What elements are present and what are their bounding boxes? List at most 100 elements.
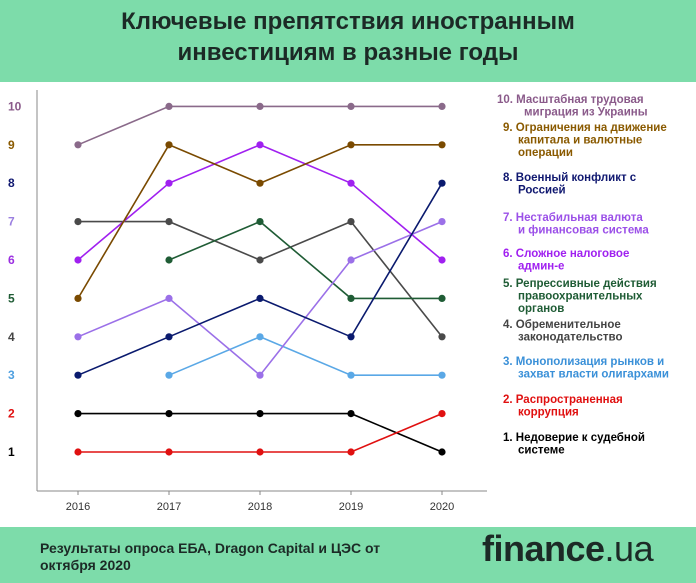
series-line-6 (77, 143, 443, 261)
data-point (438, 218, 446, 226)
legend-text: 9. Ограничения на движение (503, 122, 667, 134)
series-line-8 (77, 182, 443, 376)
data-point (347, 448, 355, 456)
data-point (74, 256, 82, 264)
data-point (347, 294, 355, 302)
data-point (256, 410, 264, 418)
legend-text: 5. Репрессивные действия (503, 278, 657, 290)
series-line-10 (77, 105, 442, 146)
series-line-4 (78, 220, 443, 338)
y-tick-label: 3 (8, 368, 15, 382)
data-point (438, 256, 446, 264)
y-tick-label: 7 (8, 215, 15, 229)
finance-ua-logo: finance.ua (482, 528, 654, 570)
series-points (74, 102, 446, 456)
y-tick-label: 4 (8, 330, 15, 344)
data-point (165, 448, 173, 456)
legend-text: захват власти олигархами (518, 369, 669, 381)
title-line-1: Ключевые препятствия иностранным (121, 8, 575, 35)
legend-text: 2. Распространенная (503, 394, 623, 406)
data-point (438, 410, 446, 418)
axes (36, 90, 487, 492)
legend-item: 5. Репрессивные действияправоохранительн… (503, 278, 657, 315)
x-tick-label: 2019 (339, 501, 363, 513)
legend-text: правоохранительных (518, 291, 643, 303)
chart-title: Ключевые препятствия иностранным инвести… (0, 6, 696, 68)
data-point (256, 333, 264, 341)
data-point (256, 141, 264, 149)
legend-text: 1. Недоверие к судебной (503, 432, 645, 444)
data-point (165, 256, 173, 264)
data-point (438, 141, 446, 149)
data-point (165, 102, 173, 110)
legend-text: системе (518, 445, 565, 457)
legend-text: Россией (518, 185, 566, 197)
legend-text: органов (518, 303, 564, 315)
legend-text: 3. Монополизация рынков и (503, 356, 664, 368)
data-point (347, 333, 355, 341)
data-point (165, 218, 173, 226)
y-tick-label: 8 (8, 176, 15, 190)
data-point (347, 410, 355, 418)
data-point (165, 333, 173, 341)
data-point (347, 256, 355, 264)
data-point (347, 218, 355, 226)
legend-text: 4. Обременительное (503, 319, 621, 331)
legend-text: 6. Сложное налоговое (503, 248, 629, 260)
data-point (256, 294, 264, 302)
series-line-2 (78, 412, 443, 453)
series-line-1 (78, 412, 443, 453)
title-line-2: инвестициям в разные годы (177, 39, 519, 66)
logo-suffix: .ua (604, 528, 654, 569)
y-tick-label: 10 (8, 99, 22, 113)
data-point (438, 333, 446, 341)
data-point (347, 102, 355, 110)
data-point (74, 294, 82, 302)
data-point (438, 179, 446, 187)
x-tick-label: 2017 (157, 501, 181, 513)
data-point (165, 179, 173, 187)
series-line-5 (168, 220, 442, 300)
data-point (438, 102, 446, 110)
data-point (256, 102, 264, 110)
legend-text: капитала и валютные (518, 135, 642, 147)
legend-text: админ-е (518, 261, 564, 273)
legend-text: законодательство (518, 332, 622, 344)
data-point (256, 256, 264, 264)
legend-text: 10. Масштабная трудовая (497, 94, 644, 106)
data-point (165, 294, 173, 302)
legend-text: операции (518, 147, 573, 159)
legend-text: и финансовая система (518, 225, 649, 237)
series-lines (77, 105, 443, 453)
data-point (347, 179, 355, 187)
legend-text: 8. Военный конфликт с (503, 172, 637, 184)
x-ticks: 2016 2017 2018 2019 2020 (66, 491, 454, 513)
data-point (256, 371, 264, 379)
logo-main: finance (482, 528, 605, 569)
legend-text: 7. Нестабильная валюта (503, 212, 643, 224)
data-point (165, 410, 173, 418)
y-tick-label: 6 (8, 253, 15, 267)
x-tick-label: 2016 (66, 501, 90, 513)
data-point (165, 371, 173, 379)
source-note: Результаты опроса ЕБА, Dragon Capital и … (40, 540, 381, 573)
data-point (74, 141, 82, 149)
x-tick-label: 2018 (248, 501, 272, 513)
y-tick-label: 5 (8, 291, 15, 305)
data-point (256, 448, 264, 456)
data-point (74, 448, 82, 456)
y-tick-label: 9 (8, 138, 15, 152)
data-point (438, 294, 446, 302)
data-point (438, 448, 446, 456)
data-point (74, 410, 82, 418)
series-line-3 (168, 335, 442, 376)
data-point (347, 371, 355, 379)
